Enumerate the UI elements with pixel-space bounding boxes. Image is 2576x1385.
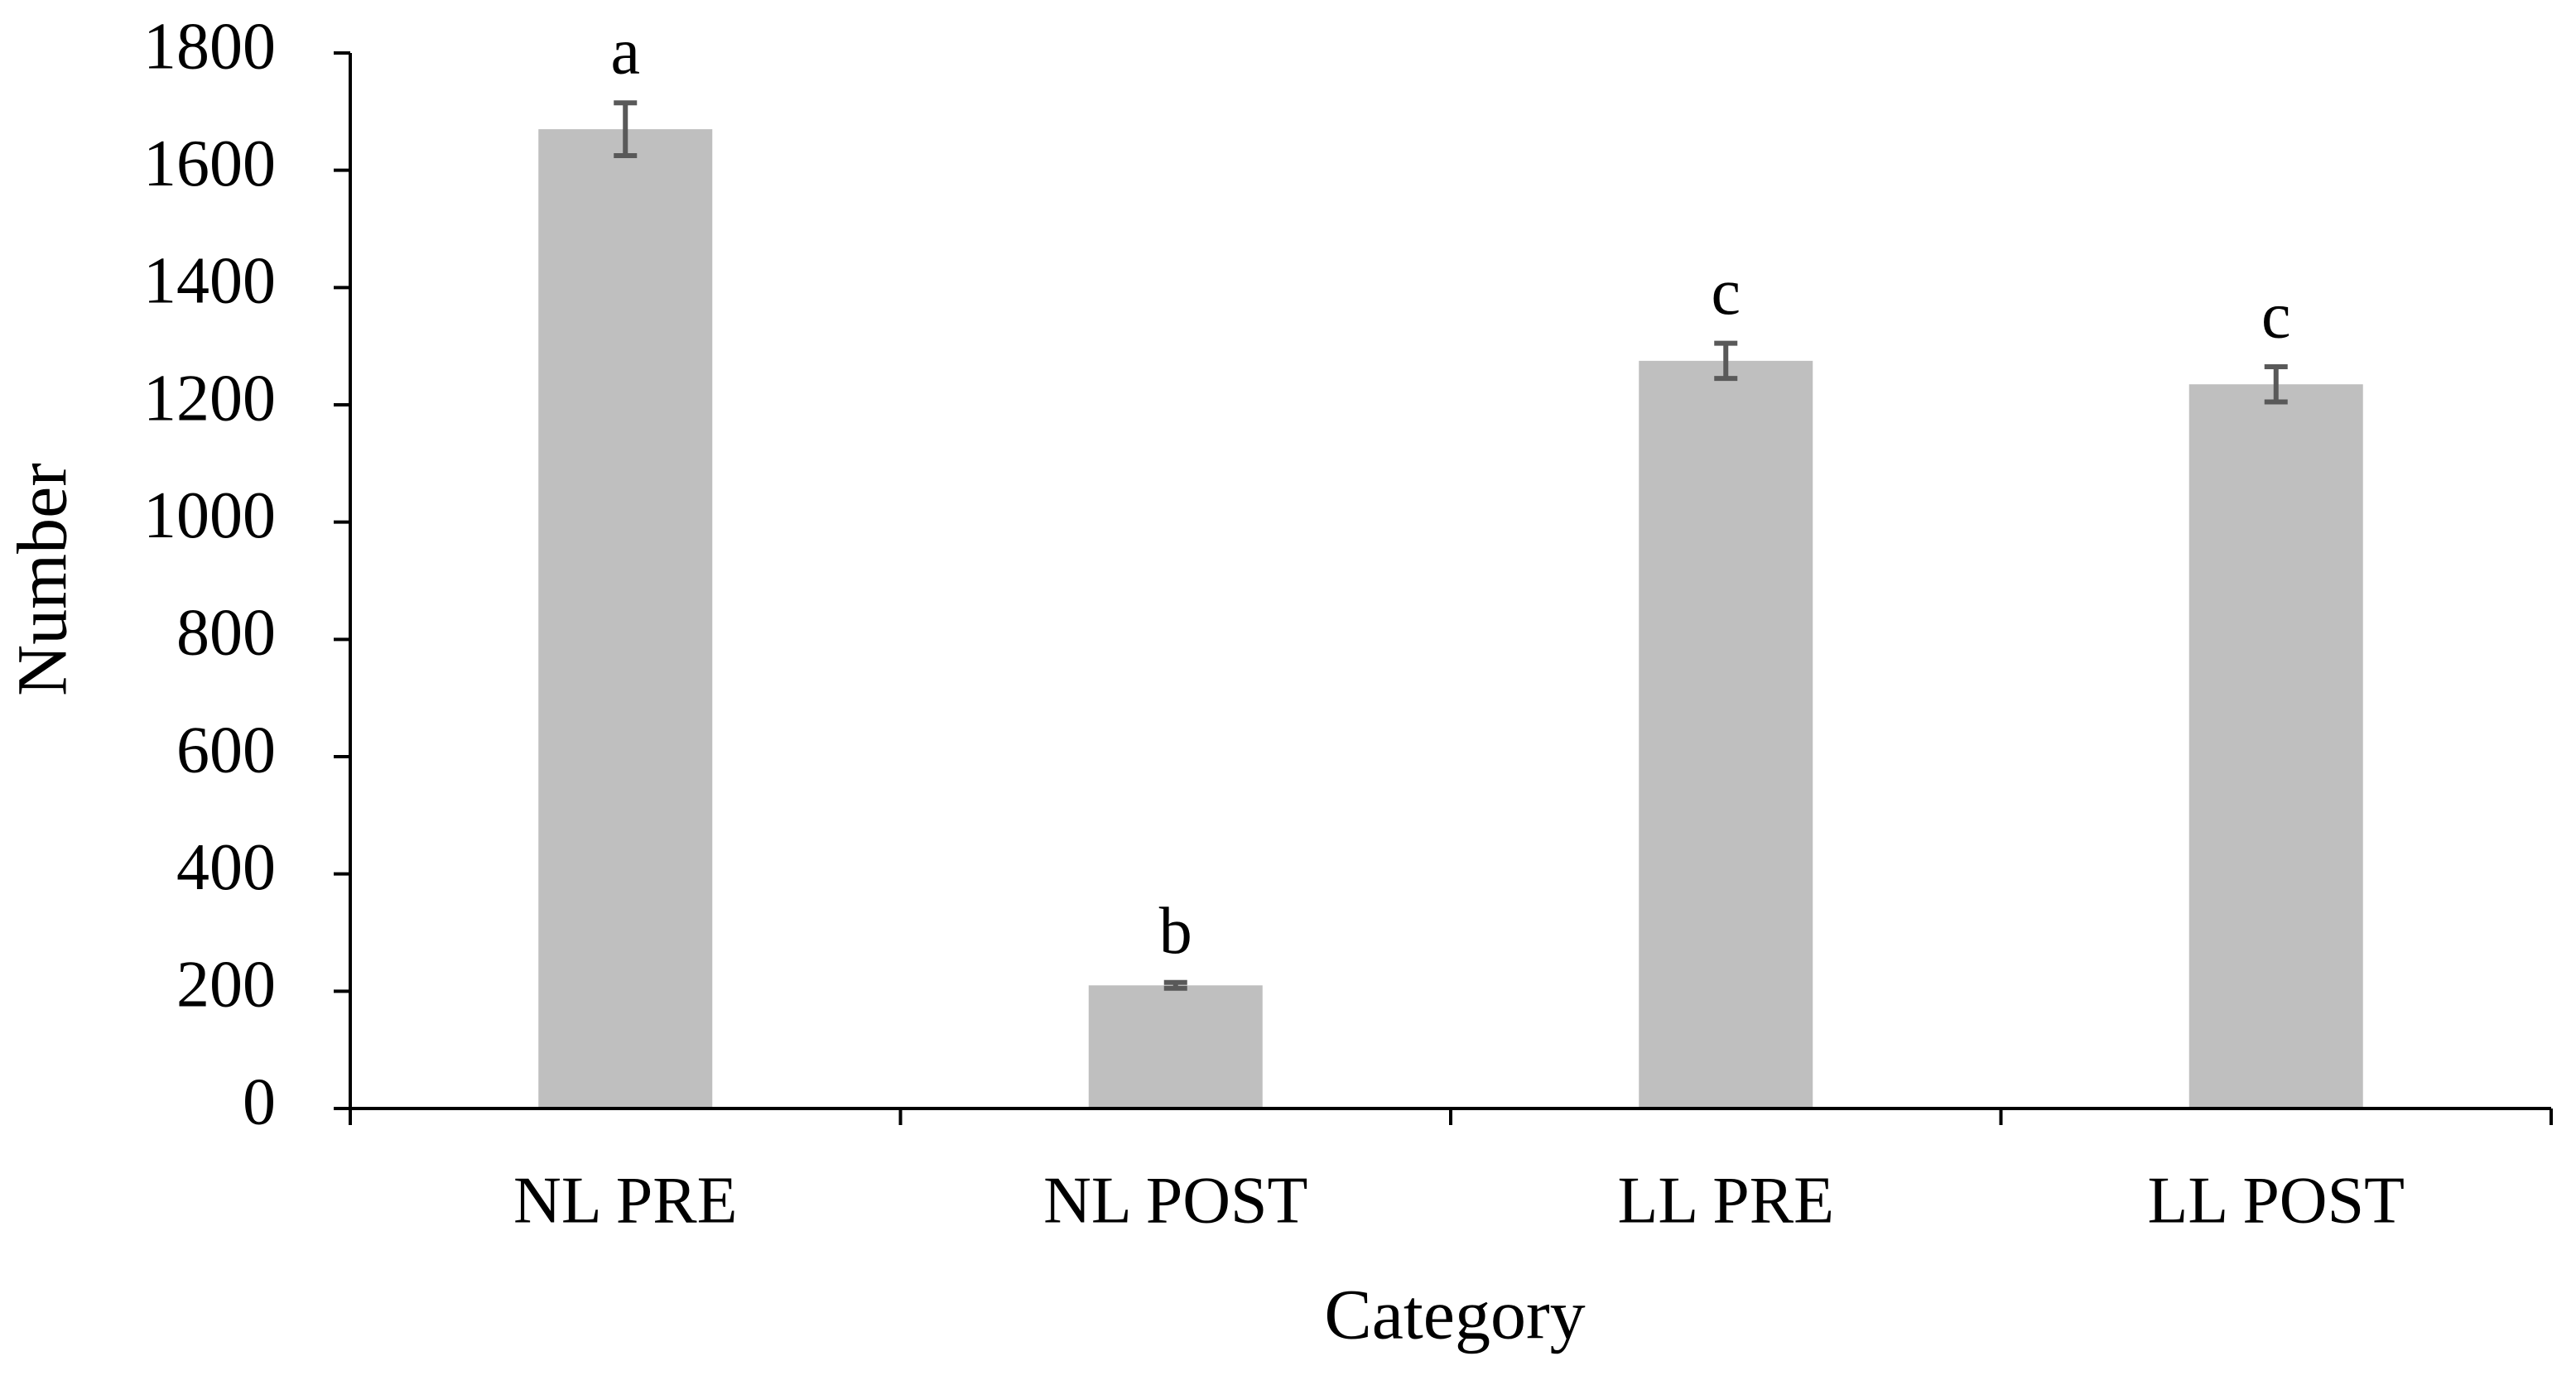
y-tick-label: 200	[176, 949, 276, 1022]
y-tick-label: 1000	[143, 479, 276, 552]
x-axis-title: Category	[1324, 1275, 1585, 1354]
y-tick-label: 1200	[143, 362, 276, 435]
y-axis-title: Number	[2, 463, 82, 696]
bar	[538, 129, 713, 1108]
significance-letter: b	[1159, 895, 1192, 968]
x-tick-label: LL PRE	[1618, 1164, 1834, 1237]
significance-letter: c	[2261, 279, 2291, 352]
x-tick-label: NL POST	[1043, 1164, 1307, 1237]
y-tick-label: 0	[243, 1065, 276, 1138]
significance-letter: a	[610, 16, 640, 89]
x-tick-label: LL POST	[2148, 1164, 2405, 1237]
y-tick-label: 400	[176, 831, 276, 904]
bar	[1088, 985, 1263, 1108]
bar	[1639, 360, 1813, 1108]
y-tick-label: 1400	[143, 245, 276, 318]
y-tick-label: 600	[176, 714, 276, 786]
y-tick-label: 1600	[143, 127, 276, 200]
y-tick-label: 800	[176, 597, 276, 670]
significance-letter: c	[1711, 256, 1741, 329]
x-tick-label: NL PRE	[513, 1164, 737, 1237]
y-tick-label: 1800	[143, 10, 276, 83]
bar	[2188, 384, 2363, 1108]
